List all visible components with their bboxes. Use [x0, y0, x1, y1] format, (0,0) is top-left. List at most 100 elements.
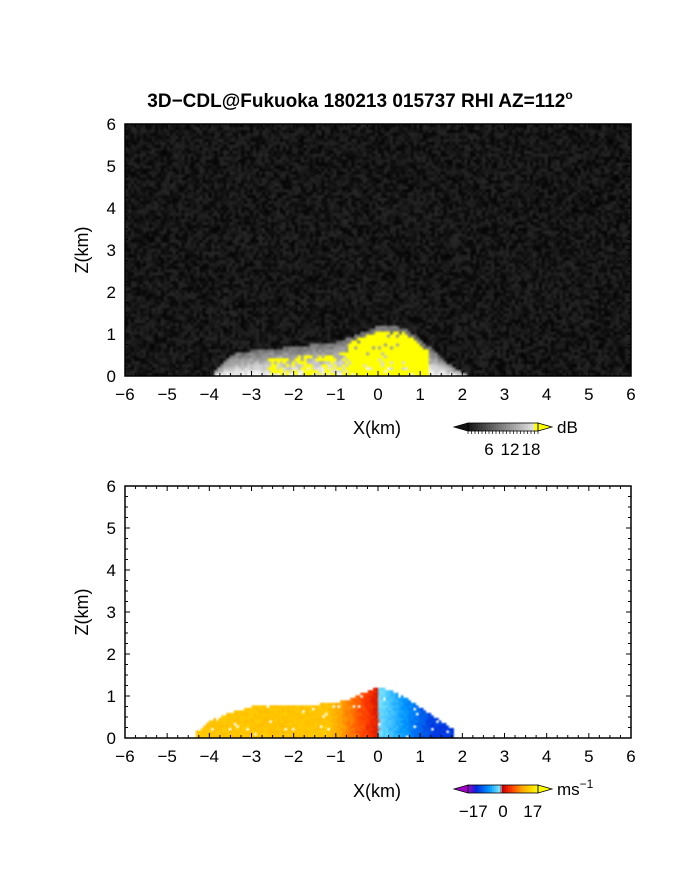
colorbar-min-arrow [452, 422, 469, 432]
x-tick-label: −2 [284, 385, 303, 404]
colorbar-min-arrow [452, 784, 469, 794]
colorbar-tick-label: 6 [484, 440, 493, 459]
x-tick-label: 6 [626, 747, 635, 766]
colorbar-cell [474, 423, 477, 431]
y-tick-label: 2 [107, 283, 116, 302]
colorbar-cell [510, 423, 513, 431]
colorbar-cell [516, 423, 519, 431]
intensity-ticks: −6 −5 −4 −3 −2 −1 0 1 2 3 4 5 6 0 1 2 3 4 5 6 [107, 115, 636, 404]
colorbar-max-arrow [537, 784, 554, 794]
colorbar-cell [480, 785, 483, 793]
y-tick-label: 5 [107, 157, 116, 176]
intensity-field [125, 124, 631, 376]
colorbar-cell [534, 785, 537, 793]
colorbar-cell [488, 785, 491, 793]
colorbar-cell [478, 423, 481, 431]
x-tick-label: 5 [584, 747, 593, 766]
colorbar-cell [476, 785, 479, 793]
colorbar-cell [500, 785, 503, 793]
colorbar-cell [478, 785, 481, 793]
colorbar-cell [494, 785, 497, 793]
colorbar-cell [494, 423, 497, 431]
colorbar-cell [470, 423, 473, 431]
x-tick-label: −4 [200, 747, 219, 766]
colorbar-tick-label: −17 [459, 802, 488, 821]
y-tick-label: 1 [107, 325, 116, 344]
colorbar-cell [522, 423, 525, 431]
colorbar-cell [532, 785, 535, 793]
velocity-ylabel: Z(km) [72, 589, 92, 636]
x-tick-label: 3 [500, 747, 509, 766]
y-tick-label: 1 [107, 687, 116, 706]
velocity-panel: −6 −5 −4 −3 −2 −1 0 1 2 3 4 5 6 0 1 2 3 4 5 6 X(km) Z(km) −… [72, 477, 636, 821]
colorbar-cell [536, 785, 539, 793]
y-tick-label: 3 [107, 241, 116, 260]
colorbar-cell [498, 785, 501, 793]
colorbar-tick-label: 12 [501, 440, 520, 459]
colorbar-cell [520, 423, 523, 431]
colorbar-cell [492, 785, 495, 793]
x-tick-label: 5 [584, 385, 593, 404]
colorbar-cell [496, 423, 499, 431]
colorbar-cell [518, 423, 521, 431]
colorbar-cell [486, 785, 489, 793]
colorbar-outline [467, 784, 539, 794]
x-tick-label: −5 [157, 747, 176, 766]
x-tick-label: 3 [500, 385, 509, 404]
colorbar-cell [510, 785, 513, 793]
x-tick-label: 6 [626, 385, 635, 404]
x-tick-label: −4 [200, 385, 219, 404]
x-tick-label: 2 [458, 385, 467, 404]
colorbar-cell [512, 423, 515, 431]
y-tick-label: 0 [107, 729, 116, 748]
velocity-colorbar-unit: ms−1 [557, 777, 594, 799]
x-tick-label: −3 [242, 747, 261, 766]
colorbar-cell [514, 423, 517, 431]
y-tick-label: 6 [107, 115, 116, 134]
colorbar-cell [516, 785, 519, 793]
colorbar-cell [528, 785, 531, 793]
colorbar-cell [488, 423, 491, 431]
colorbar-tick-label: 18 [522, 440, 541, 459]
colorbar-cell [512, 785, 515, 793]
x-tick-label: 2 [458, 747, 467, 766]
y-tick-label: 4 [107, 561, 116, 580]
colorbar-cell [524, 423, 527, 431]
colorbar-cell [506, 785, 509, 793]
colorbar-cell [518, 785, 521, 793]
colorbar-cell [482, 423, 485, 431]
x-tick-label: −6 [115, 747, 134, 766]
intensity-colorbar: 6 12 18 [452, 422, 554, 459]
velocity-ticks: −6 −5 −4 −3 −2 −1 0 1 2 3 4 5 6 0 1 2 3 4 5 6 [107, 477, 636, 766]
x-tick-label: −3 [242, 385, 261, 404]
colorbar-cell [500, 423, 503, 431]
x-tick-label: 0 [373, 385, 382, 404]
colorbar-cell [526, 785, 529, 793]
colorbar-cell [496, 785, 499, 793]
colorbar-cell [468, 423, 471, 431]
intensity-ylabel: Z(km) [72, 227, 92, 274]
intensity-colorbar-unit: dB [557, 418, 578, 437]
colorbar-cell [472, 423, 475, 431]
colorbar-tick-label: 0 [498, 802, 507, 821]
colorbar-cell [492, 423, 495, 431]
colorbar-cell [526, 423, 529, 431]
x-tick-label: 4 [542, 385, 551, 404]
x-tick-label: −6 [115, 385, 134, 404]
y-tick-label: 2 [107, 645, 116, 664]
x-tick-label: 0 [373, 747, 382, 766]
colorbar-cell [484, 423, 487, 431]
colorbar-cell [528, 423, 531, 431]
colorbar-cell [522, 785, 525, 793]
x-tick-label: −1 [326, 747, 345, 766]
colorbar-cell [536, 423, 539, 431]
x-tick-label: 1 [415, 385, 424, 404]
y-tick-label: 6 [107, 477, 116, 496]
colorbar-cell [502, 785, 505, 793]
colorbar-cell [508, 785, 511, 793]
colorbar-cell [506, 423, 509, 431]
colorbar-cell [486, 423, 489, 431]
x-tick-label: −1 [326, 385, 345, 404]
